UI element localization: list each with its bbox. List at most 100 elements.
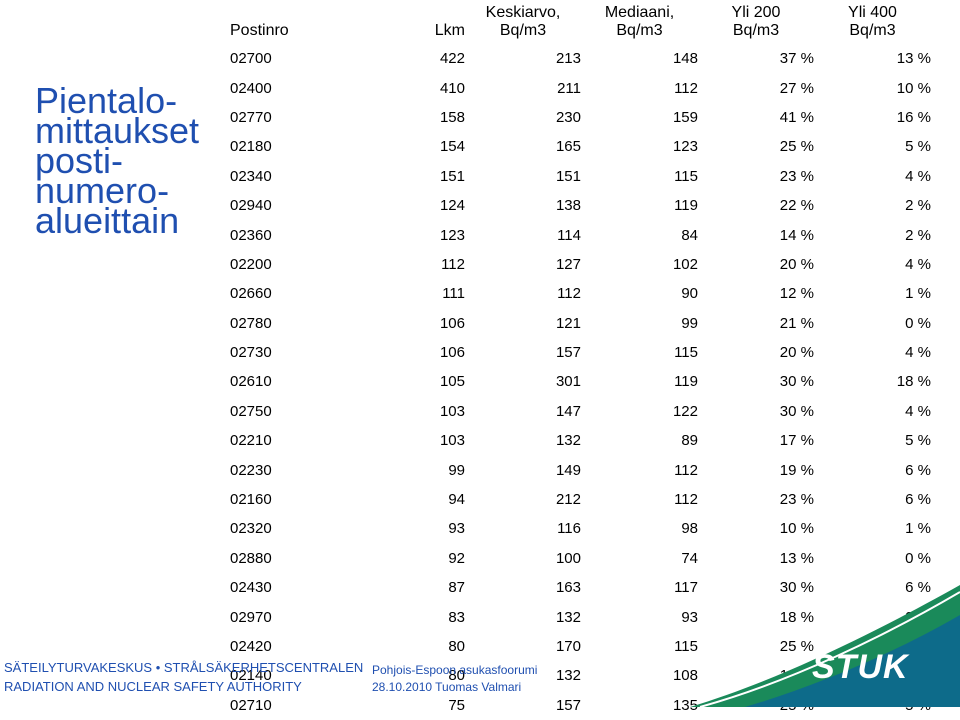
table-cell: 213 bbox=[555, 50, 581, 68]
title-line: alueittain bbox=[35, 200, 180, 241]
table-cell: 138 bbox=[555, 197, 581, 215]
table-cell: 124 bbox=[439, 197, 465, 215]
table-row: 02970 83 132 93 18 % 2 % bbox=[215, 602, 939, 631]
col-mediaani: Mediaani, Bq/m3 bbox=[581, 0, 698, 44]
table-cell: 105 bbox=[439, 373, 465, 391]
table-cell: 123 bbox=[672, 138, 698, 156]
table-row: 02430 87 163 117 30 % 6 % bbox=[215, 573, 939, 602]
table-cell: 4 % bbox=[905, 344, 931, 362]
table-cell: 37 % bbox=[779, 50, 814, 68]
col-mediaani-line1: Mediaani, bbox=[604, 4, 675, 21]
table-cell: 20 % bbox=[779, 255, 814, 273]
table-cell: 410 bbox=[439, 79, 465, 97]
table-row: 02360 123 114 84 14 % 2 % bbox=[215, 220, 939, 249]
table-cell: 123 bbox=[439, 226, 465, 244]
table-row: 02750 103 147 122 30 % 4 % bbox=[215, 397, 939, 426]
table-row: 02610 105 301 119 30 % 18 % bbox=[215, 367, 939, 396]
org-line-2: RADIATION AND NUCLEAR SAFETY AUTHORITY bbox=[4, 679, 302, 694]
table-header-row: Postinro Lkm Keskiarvo, Bq/m3 Mediaani, Bq… bbox=[215, 0, 939, 44]
footer-event: Pohjois-Espoon asukasfoorumi 28.10.2010 … bbox=[372, 662, 537, 696]
table-cell: 84 bbox=[681, 226, 698, 244]
table-cell: 132 bbox=[555, 432, 581, 450]
table-cell: 98 bbox=[681, 520, 698, 538]
table-cell: 87 bbox=[448, 579, 465, 597]
table-cell: 99 bbox=[681, 314, 698, 332]
table-cell: 301 bbox=[555, 373, 581, 391]
table-cell: 19 % bbox=[779, 461, 814, 479]
table-cell: 112 bbox=[441, 255, 465, 273]
table-cell: 41 % bbox=[779, 108, 814, 126]
table-cell: 92 bbox=[448, 549, 465, 567]
table-cell: 115 bbox=[674, 344, 698, 362]
table-cell: 4 % bbox=[905, 402, 931, 420]
table-cell: 90 bbox=[681, 285, 698, 303]
title-line: posti- bbox=[35, 140, 124, 181]
table-cell: 80 bbox=[448, 667, 465, 685]
table-cell: 20 % bbox=[779, 344, 814, 362]
table-row: 02770 158 230 159 41 % 16 % bbox=[215, 103, 939, 132]
col-yli200-line1: Yli 200 bbox=[731, 4, 781, 21]
table-cell: 154 bbox=[439, 138, 465, 156]
table-cell: 6 % bbox=[905, 491, 931, 509]
table-cell: 02140 bbox=[230, 667, 272, 685]
table-cell: 02880 bbox=[230, 549, 272, 567]
logo-text: STUK bbox=[812, 648, 909, 686]
table-cell: 02400 bbox=[230, 79, 272, 97]
table-row: 02880 92 100 74 13 % 0 % bbox=[215, 544, 939, 573]
table-cell: 151 bbox=[439, 167, 465, 185]
table-cell: 02780 bbox=[230, 314, 272, 332]
table-cell: 80 bbox=[448, 638, 465, 655]
table-cell: 2 % bbox=[905, 226, 931, 244]
table-cell: 74 bbox=[681, 549, 698, 567]
table-row: 02320 93 116 98 10 % 1 % bbox=[215, 514, 939, 543]
table-cell: 116 bbox=[557, 520, 581, 538]
table-cell: 422 bbox=[439, 50, 465, 68]
table-row: 02400 410 211 112 27 % 10 % bbox=[215, 73, 939, 102]
table-cell: 211 bbox=[557, 79, 581, 97]
table-cell: 112 bbox=[674, 461, 698, 479]
table-cell: 30 % bbox=[779, 402, 814, 420]
table-cell: 1 % bbox=[905, 520, 931, 538]
table-cell: 111 bbox=[442, 285, 465, 303]
table-cell: 02160 bbox=[230, 491, 272, 509]
table-cell: 23 % bbox=[779, 491, 814, 509]
table-cell: 149 bbox=[555, 461, 581, 479]
radon-table: Postinro Lkm Keskiarvo, Bq/m3 Mediaani, Bq… bbox=[215, 0, 939, 720]
table-cell: 127 bbox=[555, 255, 581, 273]
table-cell: 22 % bbox=[779, 197, 814, 215]
table-cell: 02230 bbox=[230, 461, 272, 479]
table-cell: 112 bbox=[674, 491, 698, 509]
table-cell: 13 % bbox=[779, 549, 814, 567]
table-row: 02780 106 121 99 21 % 0 % bbox=[215, 309, 939, 338]
table-cell: 93 bbox=[448, 520, 465, 538]
table-cell: 157 bbox=[555, 344, 581, 362]
table-cell: 02430 bbox=[230, 579, 272, 597]
table-cell: 132 bbox=[555, 608, 581, 626]
table-cell: 106 bbox=[439, 344, 465, 362]
table-cell: 23 % bbox=[779, 167, 814, 185]
table-cell: 94 bbox=[448, 491, 465, 509]
table-cell: 02340 bbox=[230, 167, 272, 185]
table-cell: 18 % bbox=[779, 608, 814, 626]
table-cell: 02970 bbox=[230, 608, 272, 626]
table-cell: 151 bbox=[555, 167, 581, 185]
table-cell: 132 bbox=[555, 667, 581, 685]
table-cell: 02320 bbox=[230, 520, 272, 538]
table-cell: 100 bbox=[555, 549, 581, 567]
footer-organization: SÄTEILYTURVAKESKUS • STRÅLSÄKERHETSCENTR… bbox=[4, 658, 363, 696]
col-postinro: Postinro bbox=[230, 22, 289, 39]
table-cell: 6 % bbox=[905, 579, 931, 597]
table-cell: 106 bbox=[439, 314, 465, 332]
table-row: 02660 111 112 90 12 % 1 % bbox=[215, 279, 939, 308]
table-cell: 25 % bbox=[779, 138, 814, 156]
table-cell: 02610 bbox=[230, 373, 272, 391]
table-cell: 93 bbox=[681, 608, 698, 626]
table-cell: 5 % bbox=[905, 432, 931, 450]
table-cell: 27 % bbox=[779, 79, 814, 97]
table-cell: 10 % bbox=[779, 520, 814, 538]
footer: SÄTEILYTURVAKESKUS • STRÅLSÄKERHETSCENTR… bbox=[0, 650, 960, 707]
table-cell: 115 bbox=[674, 167, 698, 185]
table-row: 02940 124 138 119 22 % 2 % bbox=[215, 191, 939, 220]
table-cell: 02730 bbox=[230, 344, 272, 362]
table-cell: 148 bbox=[672, 50, 698, 68]
